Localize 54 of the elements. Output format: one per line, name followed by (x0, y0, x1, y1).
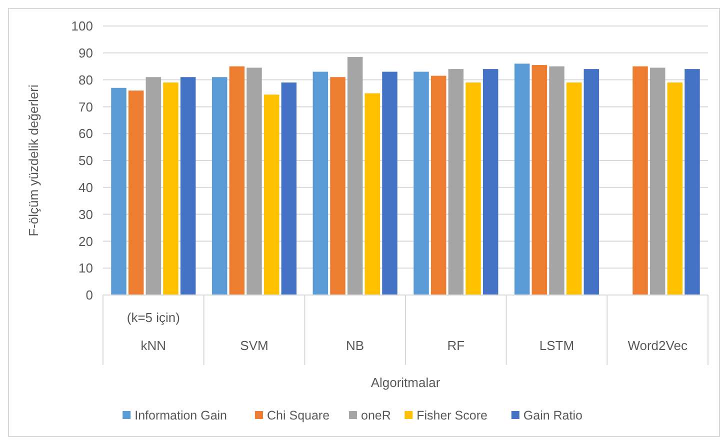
bar (180, 77, 196, 295)
x-tick-label: RF (447, 338, 465, 353)
bar (111, 88, 126, 295)
x-tick-label: Word2Vec (628, 338, 688, 353)
bar (414, 72, 429, 295)
x-axis-title: Algoritmalar (370, 375, 441, 390)
y-tick-label: 30 (78, 206, 93, 222)
legend-label: Gain Ratio (523, 408, 583, 422)
bar (466, 82, 481, 295)
y-tick-label: 20 (78, 234, 93, 249)
legend-label: oneR (361, 408, 391, 422)
legend-label: Chi Square (267, 408, 330, 422)
bar (448, 69, 464, 295)
y-tick-label: 10 (78, 260, 93, 276)
bar (584, 69, 600, 295)
bar (650, 68, 666, 295)
bar (549, 66, 564, 295)
bar (330, 77, 346, 295)
legend-label: Information Gain (134, 408, 228, 422)
bar (532, 65, 548, 295)
bar (667, 82, 683, 295)
bar (312, 72, 328, 295)
bar (482, 69, 498, 295)
bar (212, 77, 228, 295)
bar (246, 68, 262, 295)
x-tick-label: SVM (240, 338, 268, 353)
y-tick-label: 0 (86, 288, 93, 303)
y-axis-title: F-ölçüm yüzdelik değerleri (26, 84, 41, 236)
bar (382, 72, 398, 295)
text: (k=5 için) (126, 310, 180, 325)
bar (229, 66, 245, 295)
y-tick-label: 70 (78, 99, 93, 114)
bar (264, 94, 280, 295)
bar (347, 56, 363, 295)
bar (281, 82, 297, 295)
bar (430, 76, 446, 295)
y-tick-label: 50 (78, 153, 93, 168)
bar (163, 82, 178, 295)
y-tick-label: 90 (78, 45, 93, 60)
bar (684, 69, 700, 295)
bar (146, 77, 162, 295)
y-tick-label: 60 (78, 126, 93, 142)
legend-label: Fisher Score (416, 408, 488, 422)
y-tick-label: 100 (71, 18, 93, 34)
x-tick-label: kNN (140, 338, 166, 353)
bar (566, 82, 582, 295)
bar (632, 66, 648, 295)
x-tick-label: LSTM (539, 338, 574, 353)
bar (514, 64, 530, 295)
bar (128, 90, 144, 295)
bar (364, 93, 380, 295)
x-tick-label: NB (346, 338, 364, 353)
y-tick-label: 40 (78, 180, 93, 195)
y-tick-label: 80 (78, 72, 93, 88)
